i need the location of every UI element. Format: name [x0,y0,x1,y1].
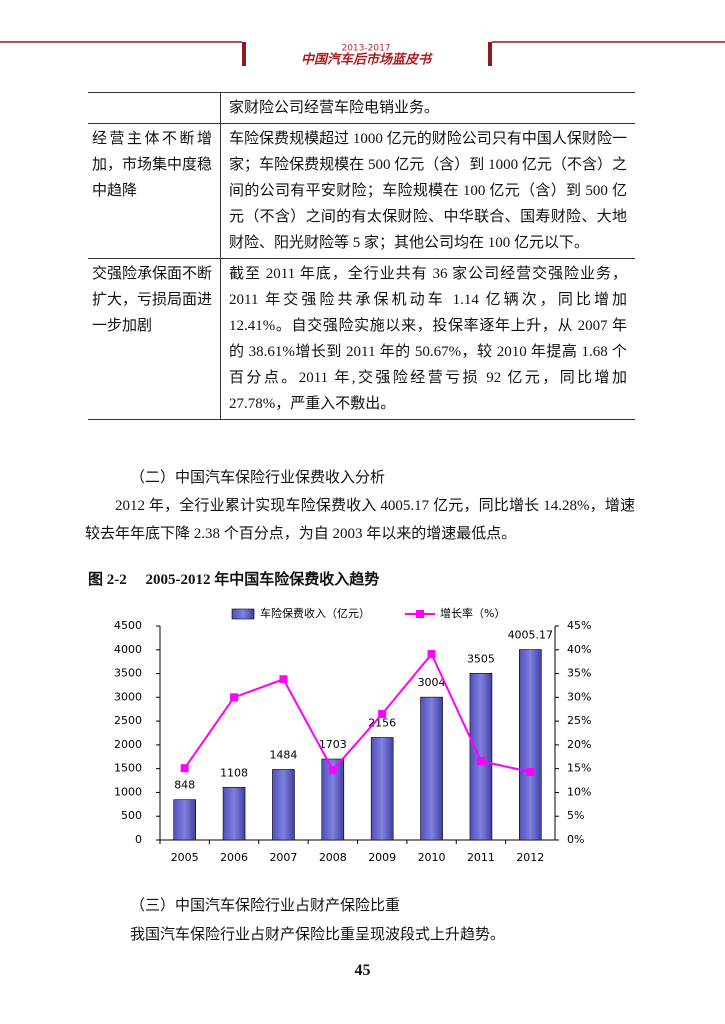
y-tick-label: 1500 [114,762,142,775]
bar [321,758,345,841]
chart: 0 500 1000 1500 2000 2500 3000 3500 4000 4500 0% 5%… [114,606,591,864]
bar [173,799,196,841]
value-label: 2156 [368,716,396,729]
y2-tick-label: 35% [567,667,591,680]
marker [476,757,485,766]
value-label: 3004 [418,676,446,689]
y2-tick-label: 0% [567,833,584,846]
table-cell: 经营主体不断增加，市场集中度稳中趋降 [88,123,221,259]
y2-tick-label: 40% [567,643,591,656]
y2-tick-label: 30% [567,690,591,703]
value-label: 1108 [220,766,248,779]
table-cell [88,92,221,124]
header-years: 2013-2017 [341,44,390,54]
y-tick-label: 3500 [114,667,142,680]
bar [272,769,295,841]
page-number: 45 [354,962,371,979]
value-label: 1484 [269,748,297,761]
y-tick-label: 2000 [114,738,142,751]
y-tick-label: 2500 [114,714,142,727]
table-row: 经营主体不断增加，市场集中度稳中趋降 车险保费规模超过 1000 亿元的财险公司只… [88,123,635,259]
bar [469,673,493,841]
marker [378,709,387,718]
table-row: 家财险公司经营车险电销业务。 [88,92,635,124]
value-label: 3505 [467,652,495,665]
section-heading: （二）中国汽车保险行业保费收入分析 [130,470,386,486]
x-tick-label: 2012 [516,851,544,864]
y-tick-label: 1000 [114,785,142,798]
marker [279,675,288,684]
marker [328,766,337,775]
marker [427,650,436,659]
table-cell: 家财险公司经营车险电销业务。 [229,100,440,116]
y2-tick-label: 15% [567,762,591,775]
x-tick-label: 2008 [319,851,347,864]
x-tick-label: 2007 [269,851,297,864]
y2-tick-label: 5% [567,809,584,822]
value-label: 848 [174,779,195,792]
header-title: 中国汽车后市场蓝皮书 [301,52,433,68]
paragraph: 我国汽车保险行业占财产保险比重呈现波段式上升趋势。 [130,927,506,943]
value-label: 4005.17 [508,629,554,642]
y2-tick-label: 10% [567,785,591,798]
x-tick-label: 2005 [171,851,199,864]
bar [370,737,394,841]
x-tick-label: 2009 [368,851,396,864]
table-cell: 交强险承保面不断扩大，亏损局面进一步加剧 [88,258,221,420]
y-tick-label: 4000 [114,643,142,656]
bar [420,696,443,841]
y2-tick-label: 20% [567,738,591,751]
marker [526,767,535,776]
line [183,652,531,773]
bar [222,787,246,841]
header-box [242,40,492,68]
marker [230,693,239,702]
table-cell: 截至 2011 年底，全行业共有 36 家公司经营交强险业务，2011 年交强险… [229,266,627,412]
figure-title: 图 2-2 2005-2012 年中国车险保费收入趋势 [88,572,380,588]
y-tick-label: 0 [135,833,142,846]
legend-swatch [231,608,255,620]
table-row: 交强险承保面不断扩大，亏损局面进一步加剧 截至 2011 年底，全行业共有 36 … [88,258,635,420]
legend-marker [416,610,424,618]
table: 家财险公司经营车险电销业务。 经营主体不断增加，市场集中度稳中趋降 车险保费规模超… [88,92,635,420]
y2-tick-label: 45% [567,619,591,632]
marker [180,764,189,773]
paragraph: 2012 年，全行业累计实现车险保费收入 4005.17 亿元，同比增长 14.… [85,498,635,542]
legend-label: 车险保费收入（亿元） [260,606,370,620]
legend-label: 增长率（%） [440,606,505,620]
x-tick-label: 2010 [418,851,446,864]
y2-tick-label: 25% [567,714,591,727]
table-cell: 车险保费规模超过 1000 亿元的财险公司只有中国人保财险一家；车险保费规模在 … [229,131,627,251]
x-tick-label: 2006 [220,851,248,864]
section-heading: （三）中国汽车保险行业占财产保险比重 [130,898,401,914]
y-tick-label: 4500 [114,619,142,632]
x-tick-label: 2011 [467,851,495,864]
bar [519,649,542,841]
page-header: 2013-2017 中国汽车后市场蓝皮书 [0,40,725,68]
value-label: 1703 [319,738,347,751]
y-tick-label: 3000 [114,690,142,703]
y-tick-label: 500 [121,809,142,822]
